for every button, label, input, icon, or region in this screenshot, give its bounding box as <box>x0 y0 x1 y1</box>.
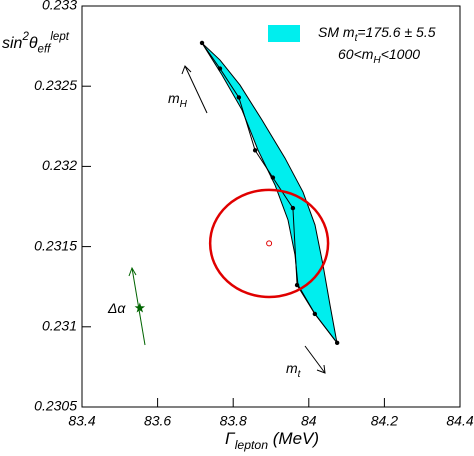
x-tick-label: 84.2 <box>371 413 398 429</box>
text-part: 60<m <box>338 46 374 62</box>
point <box>312 311 318 317</box>
text-part: SM m <box>318 24 355 40</box>
legend-text: SM mt​=175.6 ± 5.5 <box>318 24 436 44</box>
point <box>334 340 340 346</box>
annotation: mt​ <box>286 360 302 380</box>
text-part: t <box>355 33 359 44</box>
text-part: m <box>168 90 180 106</box>
mt-arrow <box>304 345 326 374</box>
y-tick-label: 0.2305 <box>34 398 77 414</box>
mt-arrow-head <box>316 364 326 374</box>
point <box>294 282 300 288</box>
x-axis-label: Γlepton​ (MeV) <box>225 429 319 452</box>
text-part: 2 <box>21 31 29 43</box>
y-tick-label: 0.231 <box>42 318 77 334</box>
y-tick-label: 0.232 <box>42 157 77 173</box>
mh-arrow-head <box>181 65 192 75</box>
ellipse <box>208 188 330 299</box>
x-tick-label: 83.8 <box>220 413 247 429</box>
x-tick-label: 83.4 <box>68 413 95 429</box>
text-part: H <box>373 55 381 66</box>
ellipse-center <box>266 240 273 247</box>
y-tick-label: 0.2325 <box>34 77 77 93</box>
text-part: m <box>286 360 298 376</box>
legend-text: 60<mH​<1000 <box>338 46 420 66</box>
point <box>252 148 258 153</box>
y-axis-label: sin2​θeff​lept​ <box>2 31 70 56</box>
y-tick-label: 0.233 <box>42 0 77 13</box>
text-part: (MeV) <box>268 429 319 448</box>
point <box>217 66 223 71</box>
x-tick-label: 83.6 <box>144 413 171 429</box>
text-part: t <box>298 369 302 380</box>
text-part: Γ <box>225 429 236 448</box>
annotation: Δα <box>107 300 126 316</box>
legend-swatch <box>268 25 300 42</box>
point <box>236 95 242 100</box>
point <box>290 205 296 211</box>
x-tick-label: 84 <box>301 413 317 429</box>
star <box>134 302 146 313</box>
text-part: Δα <box>107 300 126 316</box>
text-part: sin <box>2 35 23 52</box>
text-part: <1000 <box>381 46 421 62</box>
text-part: lepton <box>235 438 269 452</box>
alpha-arrow-head <box>128 266 137 277</box>
y-tick-label: 0.2315 <box>34 237 77 253</box>
mh-arrow <box>184 65 208 114</box>
annotation: mH​ <box>168 90 188 110</box>
point <box>270 175 276 180</box>
text-part: =175.6 ± 5.5 <box>357 24 435 40</box>
x-tick-label: 84.4 <box>446 413 473 429</box>
text-part: θ <box>29 35 38 52</box>
text-part: H <box>180 99 188 110</box>
plot-frame <box>81 5 461 408</box>
text-part: eff <box>38 44 53 56</box>
point <box>199 40 205 46</box>
text-part: lept <box>50 31 69 43</box>
